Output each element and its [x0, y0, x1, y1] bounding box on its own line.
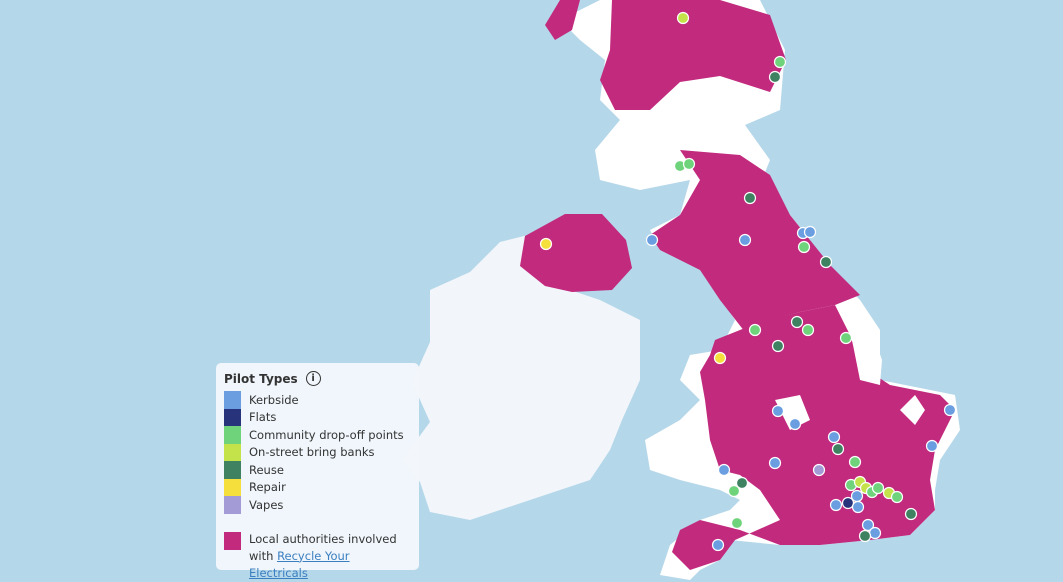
legend-item: Community drop-off points: [224, 426, 411, 444]
norfolk-gap: [900, 395, 925, 425]
pilot-marker-kerbside[interactable]: [717, 463, 731, 477]
pilot-marker-community-drop-off-points[interactable]: [797, 240, 811, 254]
legend-swatch: [224, 478, 241, 496]
legend: Pilot Types i Kerbside Flats Community dro…: [216, 363, 419, 580]
legend-item: Reuse: [224, 461, 411, 479]
legend-label: On-street bring banks: [249, 445, 375, 460]
pilot-marker-vapes[interactable]: [812, 463, 826, 477]
pilot-marker-community-drop-off-points[interactable]: [848, 455, 862, 469]
pilot-marker-reuse[interactable]: [831, 442, 845, 456]
pilot-markers: [539, 11, 957, 552]
legend-label: Repair: [249, 480, 286, 495]
legend-item: Kerbside: [224, 391, 411, 409]
pilot-marker-reuse[interactable]: [790, 315, 804, 329]
pilot-marker-kerbside[interactable]: [943, 403, 957, 417]
pilot-marker-kerbside[interactable]: [803, 225, 817, 239]
legend-label: Reuse: [249, 462, 284, 477]
pilot-marker-kerbside[interactable]: [711, 538, 725, 552]
pilot-marker-community-drop-off-points[interactable]: [839, 331, 853, 345]
pilot-marker-reuse[interactable]: [743, 191, 757, 205]
pilot-marker-kerbside[interactable]: [827, 430, 841, 444]
ireland: [402, 232, 640, 520]
legend-item: Flats: [224, 408, 411, 426]
legend-swatch: [224, 426, 241, 444]
north-authorities[interactable]: [650, 150, 860, 332]
scotland-north-authorities[interactable]: [600, 0, 786, 110]
midlands-gap: [775, 395, 810, 430]
pilot-marker-community-drop-off-points[interactable]: [801, 323, 815, 337]
legend-item: Vapes: [224, 496, 411, 514]
legend-swatch: [224, 443, 241, 461]
pilot-marker-kerbside[interactable]: [738, 233, 752, 247]
pilot-marker-flats[interactable]: [841, 496, 855, 510]
pilot-marker-reuse[interactable]: [771, 339, 785, 353]
pilot-marker-reuse[interactable]: [858, 529, 872, 543]
legend-swatch: [224, 496, 241, 514]
northern-ireland[interactable]: [520, 214, 632, 292]
legend-label: Flats: [249, 410, 277, 425]
pilot-marker-community-drop-off-points[interactable]: [871, 481, 885, 495]
pilot-marker-reuse[interactable]: [735, 476, 749, 490]
pilot-marker-kerbside[interactable]: [861, 518, 875, 532]
legend-title-row: Pilot Types i: [224, 371, 411, 386]
pilot-marker-community-drop-off-points[interactable]: [748, 323, 762, 337]
pilot-marker-repair[interactable]: [713, 351, 727, 365]
pilot-marker-community-drop-off-points[interactable]: [730, 516, 744, 530]
pilot-marker-reuse[interactable]: [768, 70, 782, 84]
pilot-marker-on-street-bring-banks[interactable]: [676, 11, 690, 25]
pilot-marker-kerbside[interactable]: [925, 439, 939, 453]
legend-item: On-street bring banks: [224, 443, 411, 461]
pilot-marker-kerbside[interactable]: [829, 498, 843, 512]
authorities-text: Local authorities involved with: [249, 531, 397, 563]
legend-title: Pilot Types: [224, 371, 298, 386]
pilot-marker-community-drop-off-points[interactable]: [773, 55, 787, 69]
legend-label: Community drop-off points: [249, 427, 404, 442]
authorities-swatch: [224, 531, 241, 550]
pilot-marker-reuse[interactable]: [904, 507, 918, 521]
recycle-your-electricals-link[interactable]: Recycle Your Electricals: [249, 548, 350, 580]
pilot-marker-kerbside[interactable]: [771, 404, 785, 418]
legend-swatch: [224, 408, 241, 426]
hebrides: [545, 0, 580, 40]
pilot-marker-community-drop-off-points[interactable]: [682, 157, 696, 171]
pilot-marker-kerbside[interactable]: [851, 500, 865, 514]
info-icon[interactable]: i: [305, 371, 321, 386]
pilot-marker-community-drop-off-points[interactable]: [890, 490, 904, 504]
pilot-marker-kerbside[interactable]: [645, 233, 659, 247]
legend-item: Repair: [224, 478, 411, 496]
pilot-marker-kerbside[interactable]: [768, 456, 782, 470]
south-authorities[interactable]: [672, 305, 955, 570]
authorities-label: Local authorities involved with Recycle …: [249, 531, 411, 582]
pilot-marker-reuse[interactable]: [819, 255, 833, 269]
pilot-marker-kerbside[interactable]: [788, 417, 802, 431]
legend-label: Kerbside: [249, 392, 299, 407]
legend-swatch: [224, 391, 241, 409]
pilot-marker-community-drop-off-points[interactable]: [727, 484, 741, 498]
legend-swatch: [224, 461, 241, 479]
legend-authorities: Local authorities involved with Recycle …: [224, 531, 411, 582]
lincolnshire-gap: [850, 325, 882, 385]
legend-label: Vapes: [249, 497, 284, 512]
legend-items: Kerbside Flats Community drop-off points On…: [224, 391, 411, 514]
pilot-marker-kerbside[interactable]: [868, 526, 882, 540]
pilot-marker-repair[interactable]: [539, 237, 553, 251]
